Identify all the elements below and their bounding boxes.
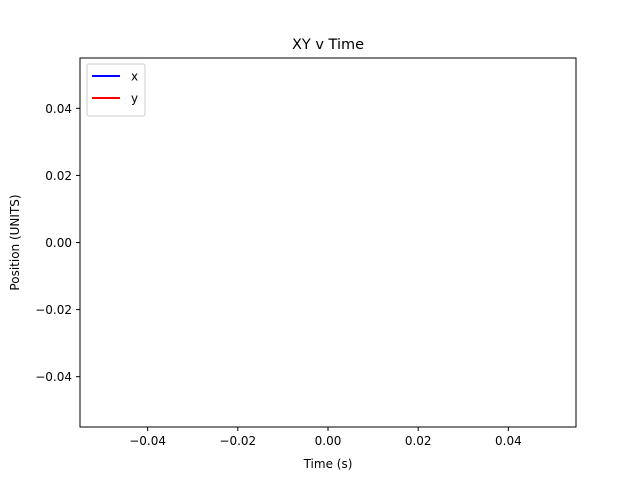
x-tick-label: −0.04 <box>129 434 166 448</box>
chart-title: XY v Time <box>292 37 364 53</box>
y-tick-label: 0.04 <box>45 102 72 116</box>
legend-label-y: y <box>131 92 138 106</box>
x-tick-label: 0.04 <box>495 434 522 448</box>
x-axis-label: Time (s) <box>303 457 353 471</box>
x-tick-label: −0.02 <box>219 434 256 448</box>
legend: xy <box>86 63 146 117</box>
x-tick-label: 0.02 <box>405 434 432 448</box>
x-tick-label: 0.00 <box>315 434 342 448</box>
plot-area <box>79 57 577 428</box>
y-tick-label: 0.02 <box>45 169 72 183</box>
y-tick-label: −0.02 <box>35 303 72 317</box>
x-axis-ticks: −0.04 −0.02 0.00 0.02 0.04 <box>129 427 522 448</box>
y-axis-label: Position (UNITS) <box>8 194 22 290</box>
y-tick-label: 0.00 <box>45 236 72 250</box>
y-axis-ticks: −0.04 −0.02 0.00 0.02 0.04 <box>35 102 80 384</box>
y-tick-label: −0.04 <box>35 370 72 384</box>
legend-label-x: x <box>131 70 138 84</box>
